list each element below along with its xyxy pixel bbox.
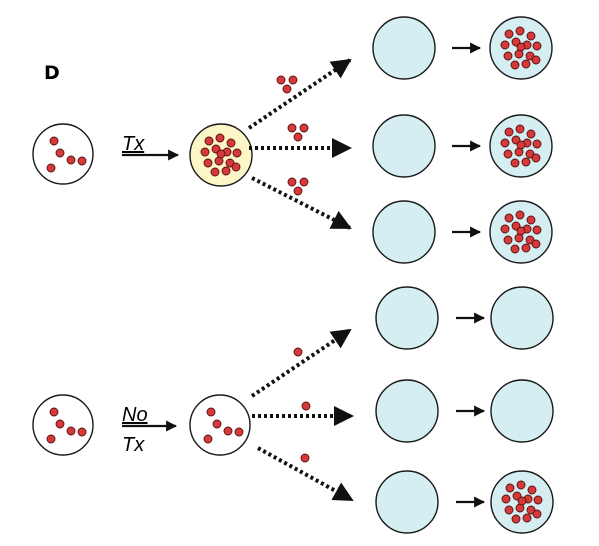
particle-dot [500, 40, 510, 50]
particle-dot [231, 162, 241, 172]
particle-dot [515, 124, 525, 134]
particle-dot [55, 419, 65, 429]
particle-dot [516, 140, 526, 150]
tx-label: Tx [122, 133, 145, 155]
panel-letter: D [44, 62, 60, 84]
particle-dot [216, 149, 226, 159]
particle-dot [212, 419, 222, 429]
particle-dot [516, 42, 526, 52]
particle-dot [533, 495, 543, 505]
recipient-cell [372, 200, 436, 264]
particle-dot [49, 407, 59, 417]
particle-dot [503, 149, 513, 159]
dotted-transfer-arrow [247, 58, 352, 130]
particle-dot [66, 155, 76, 165]
particle-dot [293, 347, 303, 357]
particle-dot [232, 148, 242, 158]
particle-dot [66, 426, 76, 436]
particle-dot [299, 123, 309, 133]
particle-dot [532, 225, 542, 235]
particle-dot [526, 129, 536, 139]
particle-dot [206, 407, 216, 417]
particle-dot [282, 84, 292, 94]
particle-dot [525, 51, 535, 61]
particle-dot [288, 75, 298, 85]
particle-dot [525, 235, 535, 245]
particle-dot [223, 426, 233, 436]
particle-dot [504, 505, 514, 515]
particle-dot [503, 235, 513, 245]
particle-dot [521, 157, 531, 167]
particle-dot [521, 59, 531, 69]
recipient-cell [375, 286, 439, 350]
particle-dot [276, 75, 286, 85]
dotted-transfer-arrow [251, 176, 352, 230]
particle-dot [510, 244, 520, 254]
particle-dot [504, 127, 514, 137]
particle-dot [531, 239, 541, 249]
no-tx-label-line2: Tx [122, 434, 145, 456]
particle-dot [46, 434, 56, 444]
particle-dot [46, 163, 56, 173]
particle-dot [516, 480, 526, 490]
particle-dot [293, 132, 303, 142]
recipient-cell [372, 114, 436, 178]
particle-dot [504, 213, 514, 223]
outcome-cell-uninfected [490, 286, 554, 350]
outcome-cell-uninfected [490, 379, 554, 443]
particle-dot [301, 401, 311, 411]
particle-dot [287, 123, 297, 133]
particle-dot [299, 177, 309, 187]
particle-dot [500, 138, 510, 148]
particle-dot [77, 427, 87, 437]
particle-dot [300, 453, 310, 463]
particle-dot [515, 210, 525, 220]
particle-dot [526, 31, 536, 41]
particle-dot [517, 496, 527, 506]
particle-dot [504, 29, 514, 39]
particle-dot [532, 41, 542, 51]
particle-dot [527, 485, 537, 495]
particle-dot [215, 133, 225, 143]
particle-dot [526, 215, 536, 225]
particle-dot [225, 158, 235, 168]
particle-dot [203, 434, 213, 444]
particle-dot [521, 243, 531, 253]
particle-dot [531, 55, 541, 65]
particle-dot [532, 139, 542, 149]
recipient-cell [375, 470, 439, 534]
particle-dot [510, 60, 520, 70]
particle-dot [293, 186, 303, 196]
particle-dot [77, 156, 87, 166]
no-tx-label-line1: No [122, 404, 148, 426]
particle-dot [525, 149, 535, 159]
particle-dot [55, 148, 65, 158]
recipient-cell [375, 379, 439, 443]
particle-dot [526, 505, 536, 515]
particle-dot [501, 494, 511, 504]
particle-dot [522, 513, 532, 523]
particle-dot [500, 224, 510, 234]
particle-dot [505, 483, 515, 493]
particle-dot [516, 226, 526, 236]
particle-dot [503, 51, 513, 61]
particle-dot [532, 509, 542, 519]
particle-dot [49, 136, 59, 146]
particle-dot [531, 153, 541, 163]
particle-dot [203, 158, 213, 168]
particle-dot [204, 136, 214, 146]
particle-dot [234, 427, 244, 437]
particle-dot [510, 158, 520, 168]
dotted-transfer-arrow [250, 328, 352, 398]
particle-dot [221, 166, 231, 176]
particle-dot [511, 514, 521, 524]
particle-dot [226, 138, 236, 148]
particle-dot [515, 26, 525, 36]
recipient-cell [372, 16, 436, 80]
particle-dot [210, 167, 220, 177]
particle-dot [287, 177, 297, 187]
particle-dot [200, 147, 210, 157]
